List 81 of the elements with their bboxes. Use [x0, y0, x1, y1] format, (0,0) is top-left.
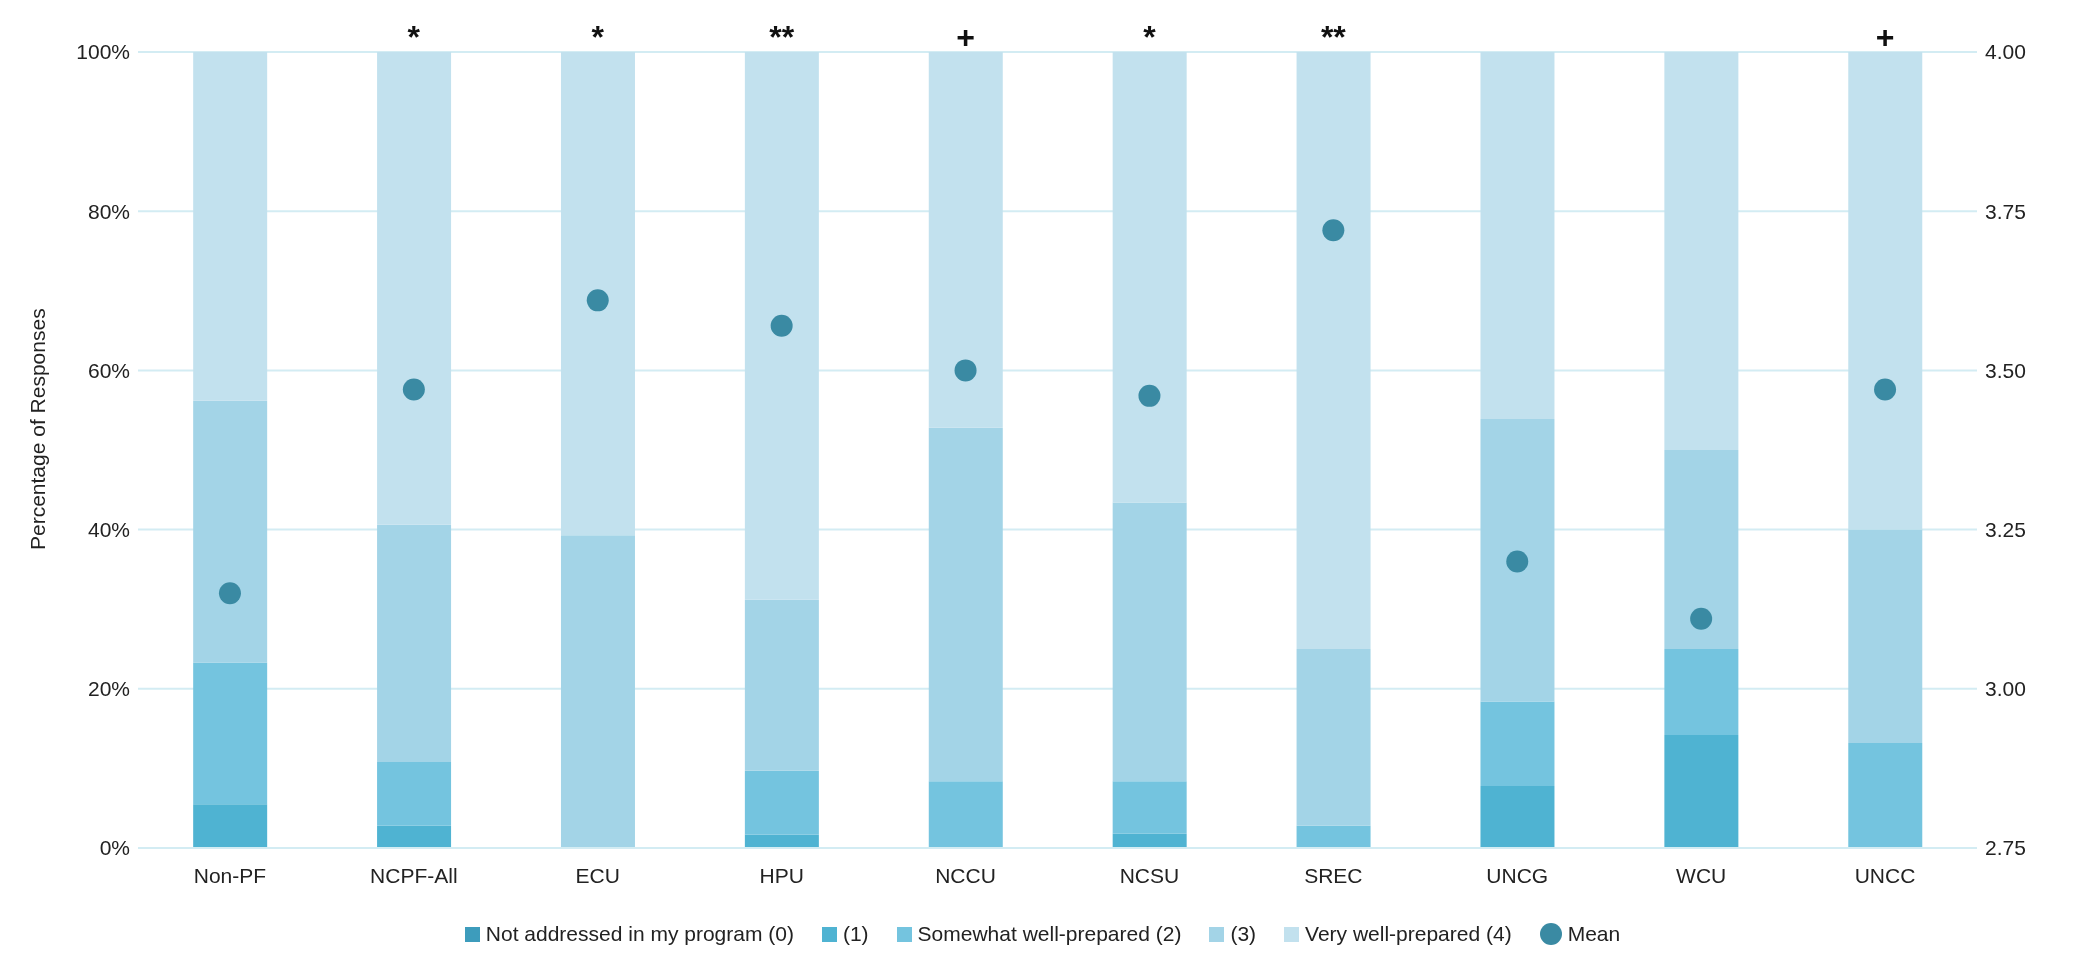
bar — [928, 781, 1003, 848]
x-tick-label: UNCC — [1854, 863, 1916, 887]
bar — [928, 52, 1003, 428]
annotation: ** — [769, 19, 795, 55]
x-tick-label: HPU — [759, 863, 804, 887]
bar — [1112, 502, 1187, 782]
point — [1322, 219, 1345, 242]
bar — [1296, 649, 1371, 826]
annotation: ** — [1320, 19, 1347, 55]
point — [770, 314, 793, 337]
y2-tick-label: 3.75 — [1985, 199, 2026, 223]
x-tick-label: WCU — [1676, 863, 1727, 887]
bar — [1112, 781, 1187, 834]
point — [954, 359, 977, 382]
bar — [928, 427, 1003, 782]
bar — [1848, 742, 1923, 848]
bar — [744, 834, 819, 848]
bar — [1112, 52, 1187, 503]
legend-label: (3) — [1230, 922, 1257, 946]
bar — [1664, 649, 1739, 735]
bar — [193, 52, 268, 401]
x-tick-label: NCCU — [935, 863, 996, 887]
bar — [560, 535, 635, 848]
bar — [1480, 52, 1555, 419]
bar — [193, 662, 268, 805]
bar — [193, 400, 268, 663]
legend-label: (1) — [842, 922, 869, 946]
y-tick-label: 20% — [87, 677, 130, 701]
y-tick-label: 0% — [99, 836, 130, 860]
bar — [193, 804, 268, 848]
x-tick-label: NCPF-All — [370, 863, 458, 887]
legend-label: Not addressed in my program (0) — [485, 922, 794, 946]
bar — [744, 770, 819, 835]
annotation: * — [407, 19, 421, 55]
bar — [1296, 825, 1371, 848]
x-tick-label: NCSU — [1119, 863, 1180, 887]
point — [218, 582, 241, 605]
y2-tick-label: 3.00 — [1985, 677, 2026, 701]
x-tick-label: ECU — [575, 863, 620, 887]
legend-label: Somewhat well-prepared (2) — [917, 922, 1182, 946]
bar — [1112, 833, 1187, 848]
point — [1874, 378, 1897, 401]
bar — [1664, 450, 1739, 649]
point — [402, 378, 425, 401]
bar — [1848, 52, 1923, 530]
y-tick-label: 80% — [87, 199, 130, 223]
bar — [1480, 785, 1555, 848]
point — [586, 289, 609, 312]
point — [1138, 384, 1161, 407]
annotation: + — [1875, 19, 1895, 55]
bar — [1848, 529, 1923, 743]
y2-tick-label: 3.50 — [1985, 358, 2026, 382]
bar — [1664, 52, 1739, 450]
annotation: * — [1143, 19, 1157, 55]
x-tick-label: Non-PF — [193, 863, 267, 887]
bar — [377, 524, 452, 763]
bar — [1480, 701, 1555, 786]
y2-tick-label: 3.25 — [1985, 518, 2026, 542]
legend-label: Mean — [1567, 922, 1621, 946]
annotation: + — [956, 19, 975, 55]
bar — [744, 52, 819, 600]
x-tick-label: UNCG — [1486, 863, 1549, 887]
point — [1690, 607, 1713, 630]
bar — [377, 762, 452, 826]
bar — [377, 52, 452, 525]
y-tick-label: 60% — [87, 358, 130, 382]
bar — [377, 825, 452, 848]
bar — [1296, 52, 1371, 649]
y-tick-label: 100% — [76, 40, 130, 64]
legend-label: Very well-prepared (4) — [1305, 922, 1512, 946]
y-axis-title: Percentage of Responses — [26, 308, 50, 550]
x-tick-label: SREC — [1304, 863, 1363, 887]
annotation: * — [591, 19, 605, 55]
bar — [744, 599, 819, 771]
bar — [560, 52, 635, 536]
y2-tick-label: 4.00 — [1985, 40, 2026, 64]
point — [1506, 550, 1529, 573]
bar — [1480, 418, 1555, 702]
y2-tick-label: 2.75 — [1985, 836, 2026, 860]
y-tick-label: 40% — [87, 518, 130, 542]
bar — [1664, 734, 1739, 848]
